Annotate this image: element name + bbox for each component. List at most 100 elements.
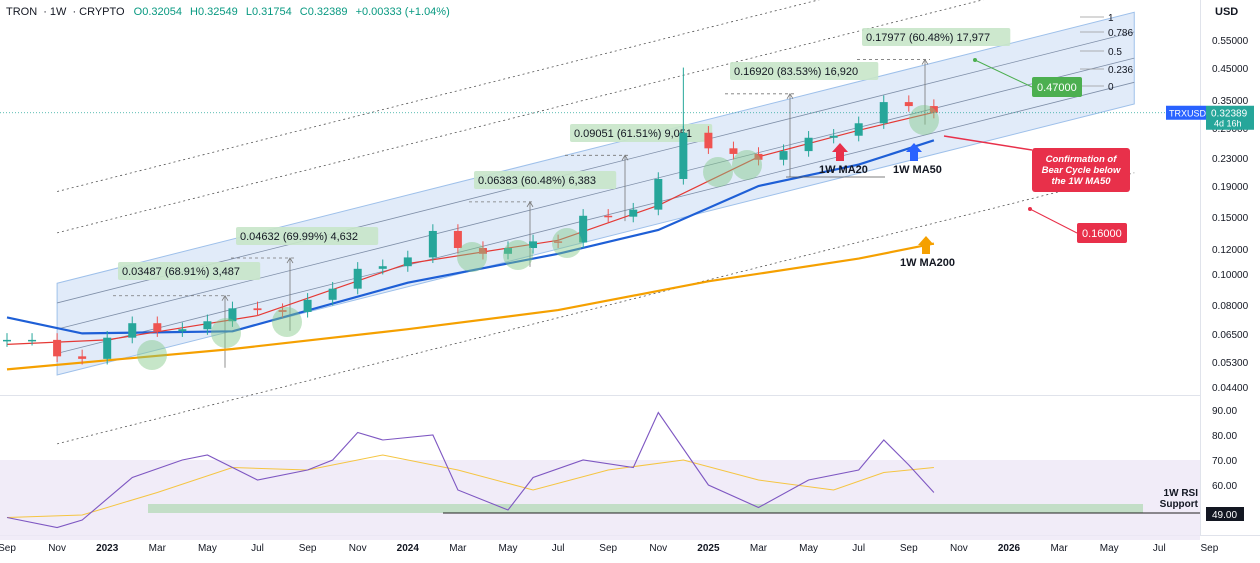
time-tick: Jul: [852, 543, 865, 554]
time-tick: Sep: [1201, 543, 1219, 554]
open-value: O0.32054: [134, 6, 182, 18]
ma50-label: 1W MA50: [893, 164, 942, 176]
candle-body: [554, 241, 563, 243]
time-tick: Mar: [149, 543, 167, 554]
price-tick: 0.04400: [1212, 383, 1249, 394]
time-tick: 2023: [96, 543, 119, 554]
price-tick: 0.45000: [1212, 64, 1249, 75]
fib-line-0.236: [57, 81, 1135, 354]
time-tick: Sep: [599, 543, 617, 554]
time-tick: Sep: [0, 543, 16, 554]
candle-body: [103, 337, 112, 359]
price-tick: 0.12000: [1212, 245, 1249, 256]
price-tag-value: 0.32389: [1211, 109, 1248, 120]
rally-arrow: [221, 294, 229, 301]
time-tick: May: [799, 543, 818, 554]
time-tick: Mar: [750, 543, 768, 554]
candle-body: [228, 308, 237, 322]
rally-label: 0.06383 (60.48%) 6,383: [478, 175, 596, 187]
candle-body: [428, 230, 437, 258]
candle-body: [3, 339, 11, 342]
rsi-support-zone: [148, 504, 1143, 513]
target-low-box: [1077, 223, 1127, 243]
candle-body: [929, 106, 938, 113]
price-tick: 0.55000: [1212, 36, 1249, 47]
rally-label-box: [236, 227, 379, 245]
fib-label-0: 0: [1108, 82, 1114, 93]
support-touch-circle: [909, 105, 939, 135]
candle-body: [904, 102, 913, 107]
support-touch-circle: [137, 340, 167, 370]
candle-body: [303, 299, 312, 312]
price-tick: 0.15000: [1212, 213, 1249, 224]
candle-body: [253, 308, 262, 311]
candle-body: [804, 137, 813, 152]
support-touch-circle: [211, 318, 241, 348]
high-value: H0.32549: [190, 6, 238, 18]
rally-arrow: [286, 257, 294, 264]
fib-label-0.236: 0.236: [1108, 65, 1133, 76]
rsi-tag-value: 49.00: [1212, 510, 1237, 521]
ma200-line: [6, 242, 935, 371]
price-tick: 0.23000: [1212, 154, 1249, 165]
close-value: C0.32389: [300, 6, 348, 18]
target-high-dot: [973, 58, 977, 62]
fib-line-0.5: [57, 57, 1135, 330]
price-tick: 0.06500: [1212, 330, 1249, 341]
support-touch-circle: [457, 242, 487, 272]
change-value: +0.00333 (+1.04%): [356, 6, 450, 18]
price-tick: 0.35000: [1212, 96, 1249, 107]
time-tick: Mar: [1050, 543, 1068, 554]
low-value: L0.31754: [246, 6, 292, 18]
time-tick: May: [198, 543, 217, 554]
ma20-label: 1W MA20: [819, 164, 868, 176]
target-high-box: [1032, 77, 1082, 97]
time-tick: Nov: [48, 543, 66, 554]
candle-body: [478, 248, 487, 254]
rsi-support-label: 1W RSI: [1164, 488, 1199, 499]
time-tick: Nov: [950, 543, 968, 554]
candle-body: [128, 323, 137, 338]
rally-arrow: [921, 58, 929, 65]
symbol-label[interactable]: TRON: [6, 6, 37, 18]
candle-body: [754, 153, 763, 160]
confirmation-text: Confirmation of: [1046, 154, 1118, 165]
candle-body: [504, 248, 512, 254]
candle-body: [579, 215, 588, 243]
rally-label-box: [730, 62, 879, 80]
candle-body: [829, 135, 838, 138]
time-tick: Mar: [449, 543, 467, 554]
time-tick: May: [499, 543, 518, 554]
target-low-label: 0.16000: [1082, 228, 1122, 240]
ma200-arrow: [918, 236, 934, 254]
candle-body: [453, 230, 462, 249]
candle-body: [704, 132, 713, 149]
candle-body: [28, 339, 37, 342]
fib-label-0.5: 0.5: [1108, 47, 1122, 58]
rsi-support-label: Support: [1160, 499, 1199, 510]
price-tag-symbol-box: [1166, 105, 1206, 120]
time-tick: Sep: [299, 543, 317, 554]
support-touch-circle: [732, 150, 762, 180]
ma20-arrow: [832, 143, 848, 161]
candle-body: [604, 215, 613, 218]
candle-body: [729, 148, 738, 154]
support-touch-circle: [503, 240, 533, 270]
svg-text:TRON ·1W ·CRYPTO: TRON · 1W · CRYPTO O0.32054 H0.32549 L0.31…: [6, 6, 450, 18]
currency-label[interactable]: USD: [1215, 6, 1238, 18]
time-tick: Jul: [251, 543, 264, 554]
interval-label[interactable]: 1W: [50, 6, 67, 18]
ma50-arrow: [906, 143, 922, 161]
confirmation-connector: [943, 135, 1033, 151]
candle-body: [178, 329, 187, 332]
outer-dotted-2: [57, 0, 984, 234]
candle-body: [654, 178, 663, 210]
rsi-ma-line: [6, 454, 934, 518]
rsi-tick: 80.00: [1212, 431, 1237, 442]
target-high-label: 0.47000: [1037, 82, 1077, 94]
fib-label-0.786: 0.786: [1108, 28, 1133, 39]
support-touch-circle: [552, 228, 582, 258]
support-touch-circle: [272, 307, 302, 337]
candle-body: [879, 102, 888, 124]
confirmation-text: the 1W MA50: [1051, 176, 1111, 187]
